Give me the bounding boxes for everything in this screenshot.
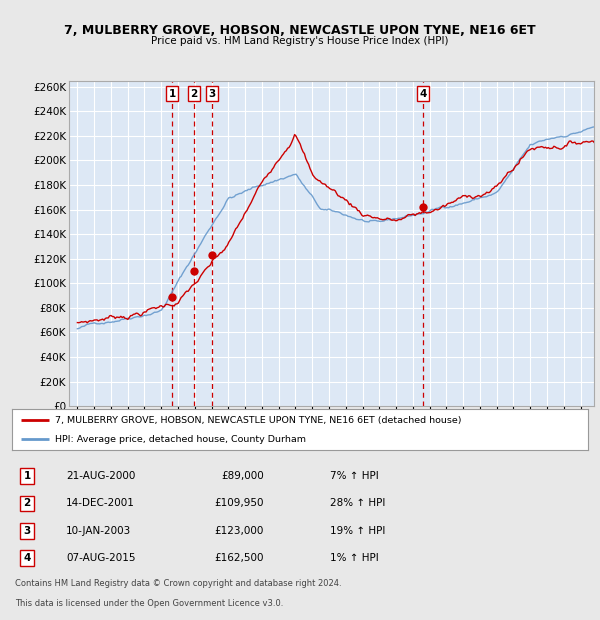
Text: 7, MULBERRY GROVE, HOBSON, NEWCASTLE UPON TYNE, NE16 6ET: 7, MULBERRY GROVE, HOBSON, NEWCASTLE UPO… bbox=[64, 24, 536, 37]
Text: 3: 3 bbox=[23, 526, 31, 536]
Text: 7, MULBERRY GROVE, HOBSON, NEWCASTLE UPON TYNE, NE16 6ET (detached house): 7, MULBERRY GROVE, HOBSON, NEWCASTLE UPO… bbox=[55, 415, 462, 425]
Text: 1: 1 bbox=[23, 471, 31, 481]
Text: 14-DEC-2001: 14-DEC-2001 bbox=[66, 498, 135, 508]
Text: HPI: Average price, detached house, County Durham: HPI: Average price, detached house, Coun… bbox=[55, 435, 306, 444]
Text: 19% ↑ HPI: 19% ↑ HPI bbox=[330, 526, 385, 536]
Text: 4: 4 bbox=[419, 89, 427, 99]
Text: Price paid vs. HM Land Registry's House Price Index (HPI): Price paid vs. HM Land Registry's House … bbox=[151, 36, 449, 46]
Text: 1: 1 bbox=[169, 89, 176, 99]
Text: This data is licensed under the Open Government Licence v3.0.: This data is licensed under the Open Gov… bbox=[15, 598, 283, 608]
Text: £123,000: £123,000 bbox=[215, 526, 264, 536]
Text: 3: 3 bbox=[208, 89, 216, 99]
Text: 7% ↑ HPI: 7% ↑ HPI bbox=[330, 471, 379, 481]
Text: 1% ↑ HPI: 1% ↑ HPI bbox=[330, 553, 379, 563]
Text: 21-AUG-2000: 21-AUG-2000 bbox=[66, 471, 136, 481]
Text: Contains HM Land Registry data © Crown copyright and database right 2024.: Contains HM Land Registry data © Crown c… bbox=[15, 578, 341, 588]
Text: £89,000: £89,000 bbox=[221, 471, 264, 481]
Text: 28% ↑ HPI: 28% ↑ HPI bbox=[330, 498, 385, 508]
Text: £109,950: £109,950 bbox=[215, 498, 264, 508]
Text: 10-JAN-2003: 10-JAN-2003 bbox=[66, 526, 131, 536]
Text: 2: 2 bbox=[190, 89, 197, 99]
Text: 4: 4 bbox=[23, 553, 31, 563]
Text: 2: 2 bbox=[23, 498, 31, 508]
Text: £162,500: £162,500 bbox=[215, 553, 264, 563]
Text: 07-AUG-2015: 07-AUG-2015 bbox=[66, 553, 136, 563]
